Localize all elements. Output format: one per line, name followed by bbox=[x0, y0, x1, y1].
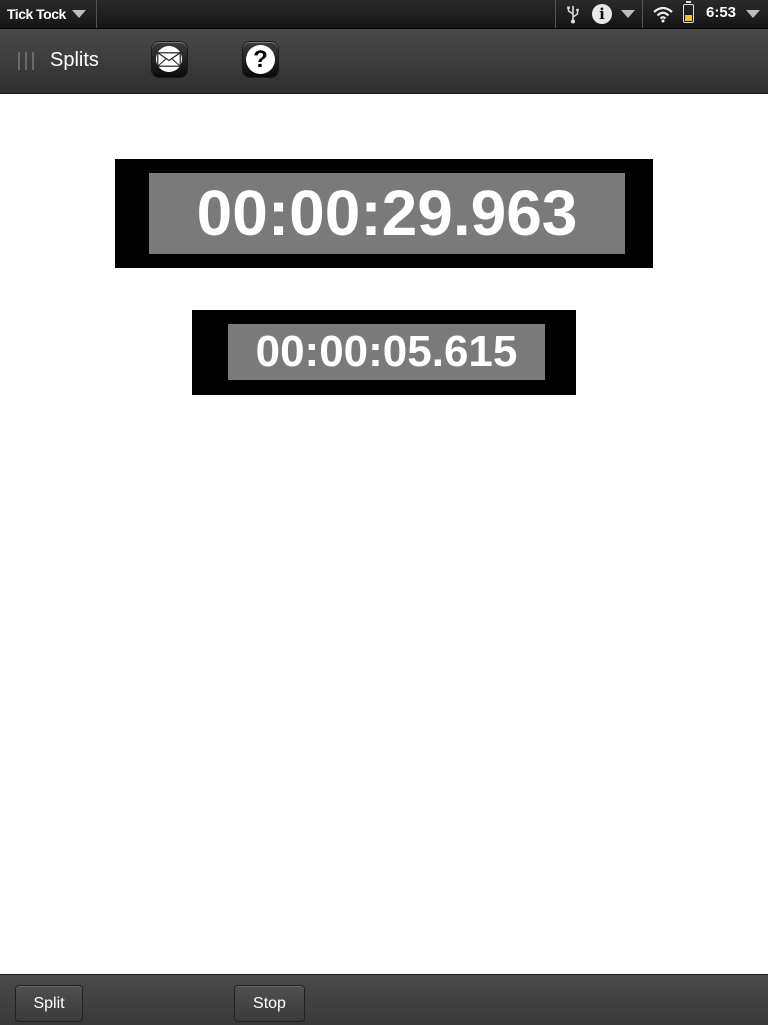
header-toolbar: Splits ? bbox=[0, 29, 768, 94]
app-name: Tick Tock bbox=[7, 6, 66, 22]
grip-icon[interactable] bbox=[18, 52, 36, 70]
clock: 6:53 bbox=[706, 4, 737, 21]
usb-icon bbox=[566, 4, 580, 29]
info-icon[interactable]: i bbox=[592, 4, 612, 24]
main-timer-value: 00:00:29.963 bbox=[149, 173, 625, 254]
page-title: Splits bbox=[50, 49, 99, 71]
email-button[interactable] bbox=[152, 42, 187, 77]
app-menu[interactable]: Tick Tock bbox=[0, 0, 97, 28]
wifi-icon bbox=[652, 5, 674, 28]
main-timer-display: 00:00:29.963 bbox=[115, 159, 653, 268]
stop-button[interactable]: Stop bbox=[234, 985, 305, 1022]
help-button[interactable]: ? bbox=[243, 42, 278, 77]
split-button[interactable]: Split bbox=[15, 985, 83, 1022]
status-bar: Tick Tock i 6:53 bbox=[0, 0, 768, 29]
notifications-chevron-down-icon[interactable] bbox=[621, 10, 635, 18]
envelope-icon bbox=[157, 52, 181, 67]
help-icon: ? bbox=[246, 45, 275, 74]
divider bbox=[642, 0, 643, 28]
battery-icon bbox=[683, 1, 694, 23]
system-menu-chevron-down-icon[interactable] bbox=[746, 10, 760, 18]
split-timer-value: 00:00:05.615 bbox=[228, 324, 545, 380]
status-indicators: i 6:53 bbox=[555, 0, 768, 28]
split-timer-display: 00:00:05.615 bbox=[192, 310, 576, 395]
app-menu-chevron-down-icon[interactable] bbox=[72, 10, 86, 18]
command-bar: Split Stop bbox=[0, 974, 768, 1025]
